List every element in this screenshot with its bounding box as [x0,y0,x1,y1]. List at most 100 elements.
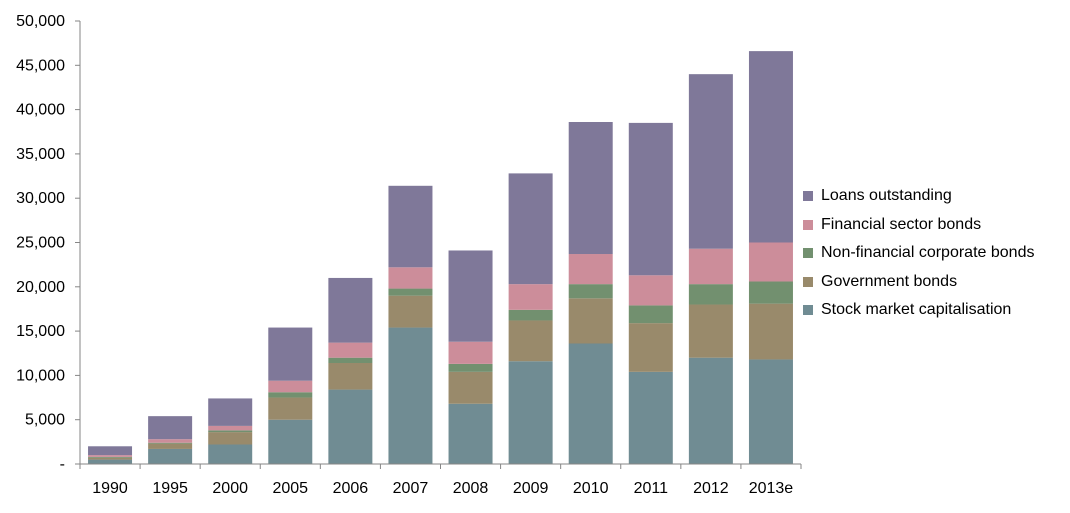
y-tick-label: 10,000 [16,367,65,384]
bar-2000-series-3 [208,425,253,431]
bar-2008-series-4 [448,250,493,342]
bar-2000-series-2 [208,430,253,433]
y-axis-ticks: - 5,000 10,000 15,000 20,000 25,000 30,000 35,0… [16,13,80,473]
legend-label: Non-financial corporate bonds [821,244,1035,262]
bar-2013e-series-3 [748,242,793,282]
bar-2012-series-1 [688,304,733,358]
x-axis-ticks: 1990 1995 2000 2005 2006 2007 2008 2009 2010 2011… [79,464,802,497]
bar-2005-series-2 [268,392,313,398]
bar-2005-series-4 [268,327,313,381]
bar-2008-series-2 [448,363,493,372]
bar-2005-series-0 [268,419,313,464]
bar-2006-series-1 [328,362,373,390]
x-tick-label: 2010 [573,480,609,497]
bar-2011-series-1 [628,323,673,372]
legend-label: Stock market capitalisation [821,301,1012,319]
bar-2007-series-1 [388,295,433,328]
x-tick-label: 2012 [693,480,729,497]
x-tick-label: 2000 [212,480,248,497]
bar-2007-series-0 [388,327,433,464]
x-tick-label: 2009 [513,480,549,497]
bar-2010-series-1 [568,298,613,344]
bar-1990-series-2 [88,456,133,458]
bar-2009-series-0 [508,361,553,464]
bar-2012-series-0 [688,357,733,464]
bar-2006-series-3 [328,342,373,358]
legend-label: Financial sector bonds [821,215,982,233]
y-tick-label: - [60,456,65,473]
y-tick-label: 45,000 [16,57,65,74]
bar-2005-series-3 [268,380,313,393]
bar-2010-series-0 [568,343,613,464]
x-tick-label: 1995 [152,480,188,497]
bar-2011-series-0 [628,371,673,464]
bar-2013e-series-2 [748,281,793,304]
bar-2010-series-3 [568,254,613,285]
bar-2010-series-4 [568,122,613,255]
bar-2011-series-3 [628,275,673,306]
x-tick-label: 2007 [393,480,429,497]
bar-2013e-series-4 [748,51,793,243]
bar-2009-series-2 [508,309,553,321]
bar-2013e-series-1 [748,303,793,360]
x-tick-label: 1990 [92,480,128,497]
bar-2008-series-0 [448,403,493,464]
y-tick-label: 30,000 [16,190,65,207]
x-tick-label: 2006 [333,480,369,497]
legend-item: Financial sector bonds [803,211,1034,240]
y-tick-label: 40,000 [16,102,65,119]
bar-2012-series-3 [688,248,733,285]
bar-2012-series-2 [688,284,733,305]
bar-2007-series-2 [388,288,433,296]
legend-label: Government bonds [821,272,958,290]
bar-2009-series-1 [508,320,553,362]
legend-item: Stock market capitalisation [803,296,1034,325]
bar-2007-series-4 [388,185,433,268]
x-tick-label: 2013e [749,480,794,497]
bar-2006-series-0 [328,389,373,464]
legend-label: Loans outstanding [821,187,952,205]
y-tick-label: 35,000 [16,146,65,163]
bar-2009-series-4 [508,173,553,285]
bar-1990-series-1 [88,457,133,460]
bar-1995-series-2 [148,442,193,444]
bar-2009-series-3 [508,284,553,310]
bar-2006-series-2 [328,357,373,363]
bar-1990-series-0 [88,459,133,464]
x-tick-label: 2008 [453,480,489,497]
bar-2005-series-1 [268,397,313,420]
bar-2000-series-0 [208,444,253,464]
bar-2011-series-4 [628,122,673,276]
bar-2011-series-2 [628,305,673,324]
bar-2008-series-3 [448,341,493,364]
y-tick-label: 15,000 [16,323,65,340]
bars [88,51,793,464]
bar-1990-series-3 [88,455,133,457]
legend-item: Loans outstanding [803,182,1034,211]
bar-1990-series-4 [88,446,133,456]
bar-1995-series-4 [148,416,193,440]
bar-2008-series-1 [448,371,493,404]
legend-swatch [803,191,813,202]
bar-2013e-series-0 [748,359,793,464]
x-tick-label: 2011 [634,480,669,497]
bar-1995-series-3 [148,439,193,443]
bar-2007-series-3 [388,267,433,289]
legend-swatch [803,219,813,230]
legend-item: Government bonds [803,268,1034,297]
legend: Loans outstanding Financial sector bonds N… [803,182,1034,325]
bar-1995-series-0 [148,448,193,464]
bar-2000-series-4 [208,398,253,426]
legend-swatch [803,248,813,259]
y-tick-label: 25,000 [16,235,65,252]
legend-item: Non-financial corporate bonds [803,239,1034,268]
y-tick-label: 20,000 [16,279,65,296]
bar-2010-series-2 [568,284,613,299]
legend-swatch [803,276,813,287]
y-tick-label: 50,000 [16,13,65,30]
y-tick-label: 5,000 [25,412,65,429]
bar-1995-series-1 [148,443,193,449]
legend-swatch [803,305,813,316]
x-tick-label: 2005 [272,480,308,497]
